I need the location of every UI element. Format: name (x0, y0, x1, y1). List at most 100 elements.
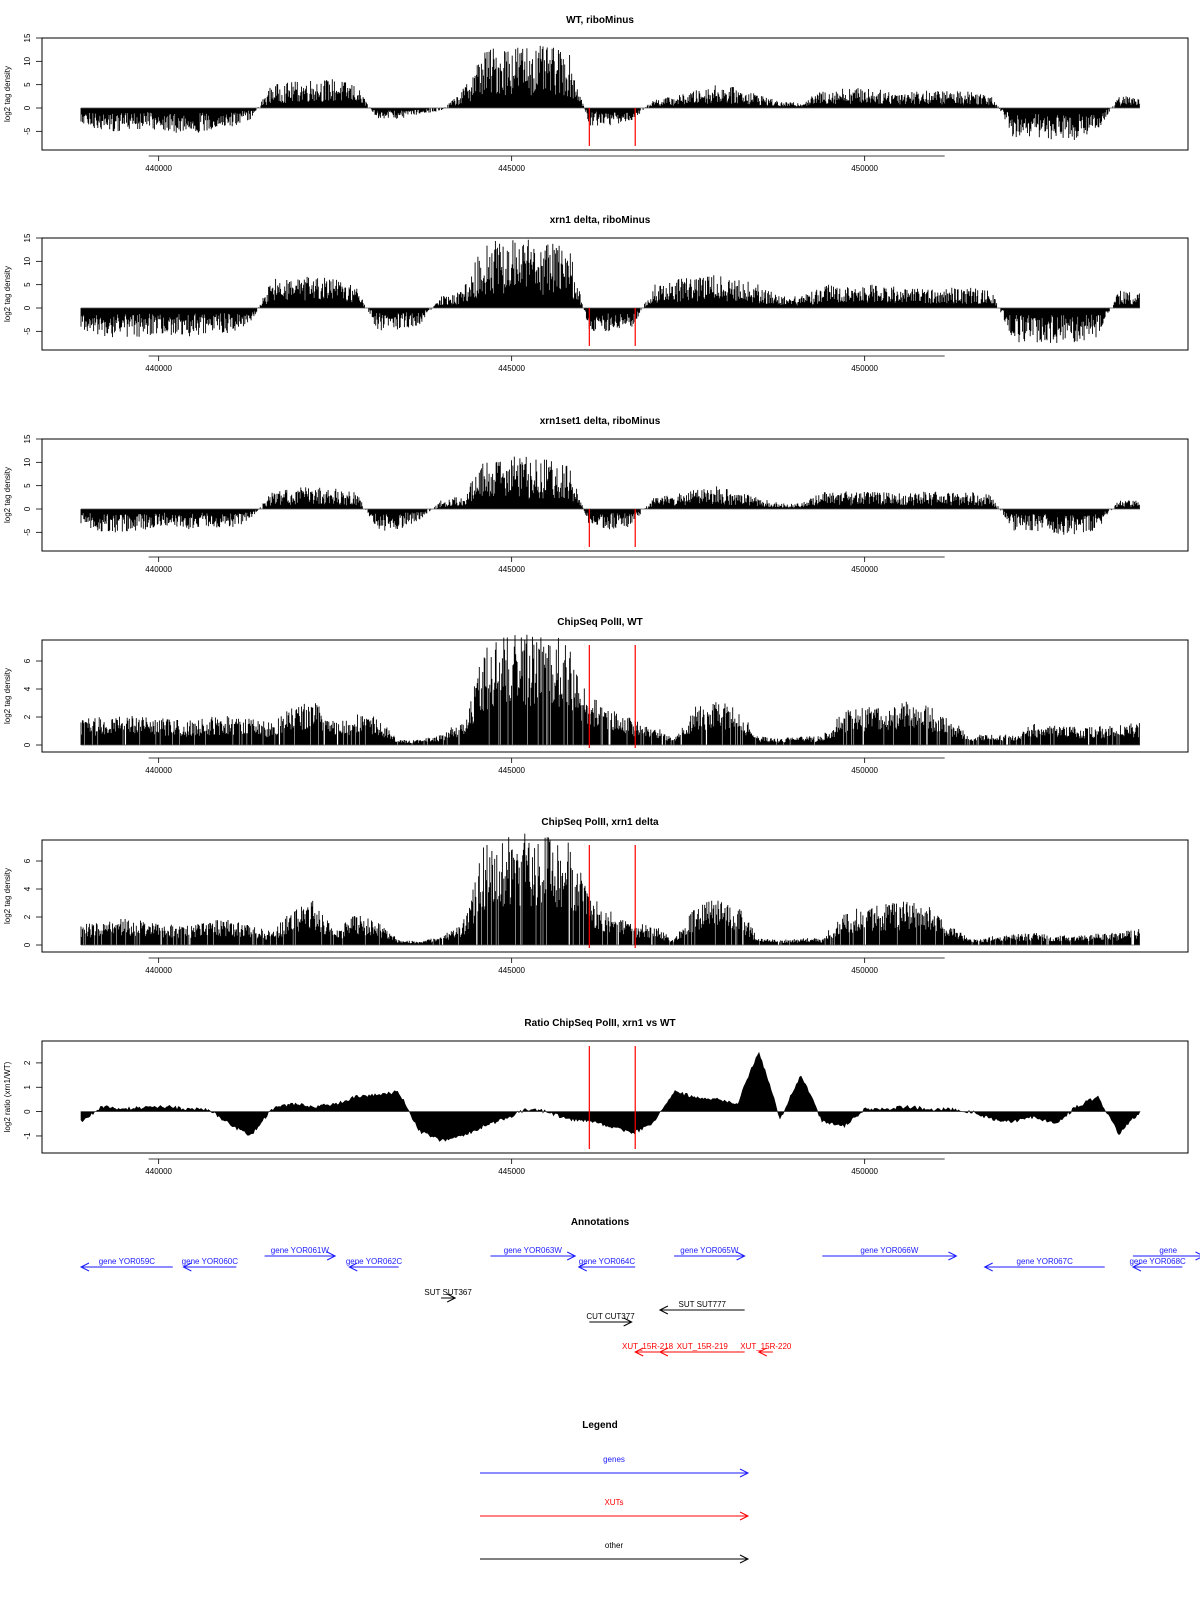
feature: gene YOR067C (983, 1257, 1105, 1272)
y-tick-label: 10 (23, 56, 32, 65)
y-tick-label: 4 (23, 686, 32, 691)
feature: gene YOR062C (346, 1257, 403, 1272)
x-tick-label: 450000 (851, 565, 878, 574)
y-tick-label: 0 (23, 742, 32, 747)
feature-label: SUT SUT777 (679, 1300, 727, 1309)
signal-bars (80, 833, 1140, 945)
y-axis-label: log2 tag density (3, 66, 12, 122)
y-tick-label: 2 (23, 714, 32, 719)
arrowhead-icon (326, 1251, 337, 1261)
panel-title: xrn1 delta, riboMinus (550, 215, 651, 226)
y-tick-label: -1 (23, 1132, 32, 1140)
panel-title: ChipSeq PolII, xrn1 delta (541, 817, 659, 828)
feature: XUT_15R-220 (740, 1342, 792, 1357)
arrowhead-icon (577, 1262, 587, 1272)
feature-label: gene YOR060C (182, 1257, 239, 1266)
arrowhead-icon (739, 1554, 750, 1564)
feature-label: XUT_15R-220 (740, 1342, 792, 1351)
y-axis-label: log2 tag density (3, 266, 12, 322)
y-tick-label: 0 (23, 506, 32, 511)
plot-frame (41, 639, 1189, 753)
signal-bars (80, 239, 1140, 343)
plot-frame (41, 237, 1189, 351)
feature: gene YOR068C (1129, 1257, 1186, 1272)
x-tick-label: 450000 (851, 766, 878, 775)
panel-title: Ratio ChipSeq PolII, xrn1 vs WT (524, 1018, 675, 1029)
y-tick-label: 15 (23, 33, 32, 42)
legend-label: other (605, 1541, 624, 1550)
feature-label: gene YOR063W (504, 1246, 563, 1255)
feature: gene YOR066W (822, 1246, 958, 1261)
y-tick-label: 6 (23, 658, 32, 663)
y-tick-label: 0 (23, 1109, 32, 1114)
arrowhead-icon (1195, 1251, 1200, 1261)
signal-bars (80, 634, 1140, 745)
y-tick-label: 2 (23, 1060, 32, 1065)
feature-label: gene YOR068C (1129, 1257, 1186, 1266)
arrowhead-icon (739, 1468, 750, 1478)
x-tick-label: 445000 (498, 565, 525, 574)
feature-label: gene (1159, 1246, 1177, 1255)
feature-label: SUT SUT367 (424, 1288, 472, 1297)
x-tick-label: 440000 (145, 766, 172, 775)
arrowhead-icon (79, 1262, 90, 1272)
legend: Legend genes XUTs other (480, 1420, 750, 1564)
legend-title: Legend (582, 1420, 618, 1431)
y-tick-label: 0 (23, 305, 32, 310)
x-tick-label: 450000 (851, 164, 878, 173)
y-tick-label: 1 (23, 1084, 32, 1089)
panel-2: xrn1 delta, riboMinus log2 tag density 15 1… (3, 215, 1189, 373)
panel-title: WT, riboMinus (566, 15, 634, 26)
x-tick-label: 450000 (851, 966, 878, 975)
x-tick-label: 445000 (498, 164, 525, 173)
feature-label: gene YOR062C (346, 1257, 403, 1266)
annotations-title: Annotations (571, 1217, 630, 1228)
y-tick-label: 10 (23, 256, 32, 265)
panel-title: ChipSeq PolII, WT (557, 617, 643, 628)
y-axis-label: log2 tag density (3, 868, 12, 924)
arrowhead-icon (736, 1251, 746, 1261)
signal-bars (80, 45, 1140, 140)
arrowhead-icon (658, 1347, 669, 1357)
feature-label: gene YOR066W (860, 1246, 919, 1255)
x-tick-label: 450000 (851, 364, 878, 373)
arrowhead-icon (1131, 1262, 1142, 1272)
feature-label: gene YOR067C (1017, 1257, 1074, 1266)
y-tick-label: 5 (23, 282, 32, 287)
feature-label: gene YOR064C (579, 1257, 636, 1266)
feature-label: XUT_15R-219 (677, 1342, 729, 1351)
feature: XUT_15R-219 (658, 1342, 745, 1357)
arrowhead-icon (182, 1262, 192, 1272)
legend-item: other (480, 1541, 750, 1564)
arrowhead-icon (983, 1262, 993, 1272)
arrowhead-icon (948, 1251, 958, 1261)
signal-bars (80, 456, 1140, 535)
y-tick-label: 0 (23, 942, 32, 947)
x-tick-label: 450000 (851, 1167, 878, 1176)
arrowhead-icon (566, 1251, 577, 1261)
y-tick-label: 15 (23, 434, 32, 443)
x-tick-label: 440000 (145, 966, 172, 975)
plot-frame (41, 839, 1189, 953)
panel-5: ChipSeq PolII, xrn1 delta log2 tag densit… (3, 817, 1189, 975)
y-tick-label: 6 (23, 858, 32, 863)
feature: gene YOR059C (79, 1257, 173, 1272)
annotations-panel: Annotations gene YOR059C gene YOR060C gene … (79, 1217, 1200, 1357)
feature-label: gene YOR059C (99, 1257, 156, 1266)
arrowhead-icon (739, 1511, 750, 1521)
feature-label: CUT CUT377 (586, 1312, 635, 1321)
feature-label: gene YOR061W (271, 1246, 330, 1255)
x-tick-label: 440000 (145, 364, 172, 373)
panel-1: WT, riboMinus log2 tag density 15 10 5 0 -5 440… (3, 15, 1189, 173)
y-tick-label: 2 (23, 914, 32, 919)
legend-label: XUTs (604, 1498, 623, 1507)
panel-title: xrn1set1 delta, riboMinus (540, 416, 661, 427)
y-tick-label: 15 (23, 233, 32, 242)
y-tick-label: -5 (23, 327, 32, 335)
arrowhead-icon (623, 1317, 633, 1327)
plot-frame (41, 438, 1189, 552)
panel-4: ChipSeq PolII, WT log2 tag density 6 4 2 0 440… (3, 617, 1189, 775)
y-axis-label: log2 tag density (3, 467, 12, 523)
feature-label: gene YOR065W (680, 1246, 739, 1255)
